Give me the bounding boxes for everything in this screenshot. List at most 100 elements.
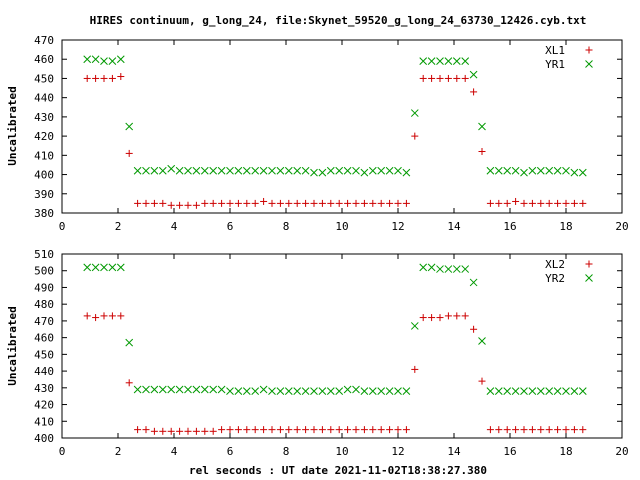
xl2-point	[125, 379, 133, 387]
xl1-point	[554, 199, 562, 207]
xl1-point	[310, 199, 318, 207]
xl1-point	[108, 74, 116, 82]
yr2-point	[553, 387, 562, 396]
yr2-point	[184, 385, 192, 394]
bottom-y-tick-label: 410	[34, 415, 54, 428]
xl1-point	[134, 199, 142, 207]
bottom-y-tick-label: 460	[34, 332, 54, 345]
xl1-point	[478, 147, 486, 155]
xl1-point	[125, 149, 133, 157]
yr1-point	[268, 166, 276, 175]
xl2-point	[142, 426, 150, 434]
xl1-point	[486, 199, 494, 207]
yr1-point	[234, 166, 243, 175]
xl2-point	[470, 325, 478, 333]
yr2-legend-label: YR2	[545, 272, 565, 285]
yr1-point	[461, 57, 470, 65]
yr2-point	[91, 263, 100, 272]
xl2-point	[226, 426, 234, 434]
xl2-point	[251, 426, 259, 434]
bottom-y-tick-label: 440	[34, 365, 54, 378]
xl2-point	[570, 426, 578, 434]
xl2-point	[159, 427, 167, 435]
xl1-point	[167, 201, 175, 209]
bottom-x-tick-label: 16	[503, 445, 516, 458]
yr2-point	[284, 387, 293, 396]
yr2-point	[427, 263, 436, 272]
yr1-point	[116, 55, 125, 64]
xl1-point	[218, 199, 226, 207]
xl2-point	[100, 312, 108, 320]
xl2-point	[310, 426, 318, 434]
yr2-point	[478, 337, 486, 345]
yr1-point	[410, 109, 419, 117]
yr1-point	[503, 166, 512, 175]
xl2-point	[461, 312, 469, 320]
yr2-point	[268, 387, 276, 396]
bottom-y-tick-label: 500	[34, 265, 54, 278]
xl2-point	[436, 314, 444, 322]
xl2-point	[218, 426, 226, 434]
xl2-point	[209, 427, 217, 435]
xl2-point	[360, 426, 368, 434]
xl1-point	[528, 199, 536, 207]
yr1-point	[226, 166, 234, 175]
yr1-point	[545, 166, 554, 175]
yr1-point	[259, 166, 268, 175]
xl2-point	[117, 312, 125, 320]
yr1-point	[343, 166, 352, 175]
xl2-point	[293, 426, 301, 434]
yr2-point	[326, 387, 335, 396]
yr1-point	[562, 166, 570, 175]
yr1-point	[394, 166, 402, 175]
yr2-point	[461, 265, 470, 273]
yr1-point	[301, 166, 310, 175]
yr1-point	[536, 166, 545, 175]
top-y-tick-label: 450	[34, 72, 54, 85]
yr1-point	[402, 168, 411, 177]
yr2-point	[528, 387, 537, 396]
xl1-point	[411, 132, 419, 140]
xl2-point	[134, 426, 142, 434]
top-y-tick-label: 400	[34, 169, 54, 182]
bottom-y-axis-title: Uncalibrated	[6, 306, 19, 385]
xl2-point	[318, 426, 326, 434]
yr2-point	[158, 385, 167, 394]
yr2-point	[83, 263, 92, 272]
xl2-point	[402, 426, 410, 434]
top-x-tick-label: 2	[115, 220, 122, 233]
yr2-point	[200, 385, 209, 394]
xl1-point	[92, 74, 100, 82]
yr1-point	[528, 166, 537, 175]
yr2-point	[452, 265, 461, 273]
yr1-point	[452, 57, 461, 65]
xl2-point	[486, 426, 494, 434]
xl2-point	[562, 426, 570, 434]
top-x-tick-label: 12	[391, 220, 404, 233]
yr2-point	[167, 385, 176, 394]
xl1-point	[461, 74, 469, 82]
xl2-point	[377, 426, 385, 434]
yr1-point	[335, 166, 344, 175]
xl1-point	[570, 199, 578, 207]
yr1-point	[133, 166, 142, 175]
yr2-point	[536, 387, 545, 396]
xl2-point	[579, 426, 587, 434]
yr2-point	[108, 263, 117, 272]
yr1-point	[167, 164, 176, 173]
yr1-point	[469, 70, 478, 79]
xl1-point	[453, 74, 461, 82]
xl2-point	[352, 426, 360, 434]
xl2-point	[495, 426, 503, 434]
xl1-point	[142, 199, 150, 207]
yr1-point	[217, 166, 226, 175]
xl2-point	[386, 426, 394, 434]
top-x-tick-label: 0	[59, 220, 66, 233]
xl1-point	[327, 199, 335, 207]
yr1-point	[326, 166, 335, 175]
yr1-point	[318, 168, 327, 177]
xl2-point	[184, 427, 192, 435]
xl1-point	[260, 197, 268, 205]
xl1-legend-label: XL1	[545, 44, 565, 57]
